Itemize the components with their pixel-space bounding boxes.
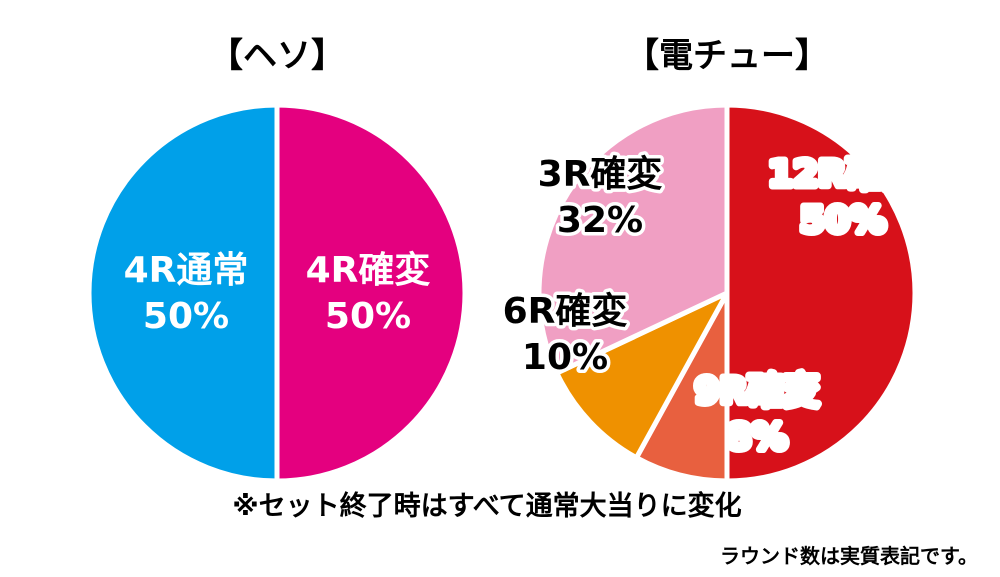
denchu-slice-1-label: 9R確変 8% — [695, 370, 820, 458]
heso-slice-0-label: 4R確変 50% — [306, 249, 431, 337]
denchu-chart-title: 【電チュー】 — [625, 36, 829, 76]
denchu-slice-3-label: 3R確変 32% — [538, 153, 663, 241]
heso-chart-title: 【ヘソ】 — [209, 36, 345, 76]
heso-slice-1 — [86, 102, 280, 484]
heso-slice-0 — [274, 102, 468, 484]
denchu-slice-3 — [536, 102, 730, 376]
footnote-sub: ラウンド数は実質表記です。 — [720, 544, 978, 568]
slice-labels-group: 4R確変 50% 4R通常 50% 12R確変 50% 9R確変 8% 6R確変 10% 3R確変 3… — [124, 150, 922, 462]
denchu-slice-2-label: 6R確変 10% — [503, 290, 628, 378]
footnote-main: ※セット終了時はすべて通常大当りに変化 — [232, 490, 741, 522]
heso-slice-1-label: 4R通常 50% — [124, 250, 249, 337]
denchu-slice-0-label: 12R確変 50% — [768, 153, 918, 241]
pie-slices-group — [86, 102, 918, 484]
denchu-slice-0 — [724, 102, 918, 484]
denchu-slice-2 — [554, 290, 730, 461]
